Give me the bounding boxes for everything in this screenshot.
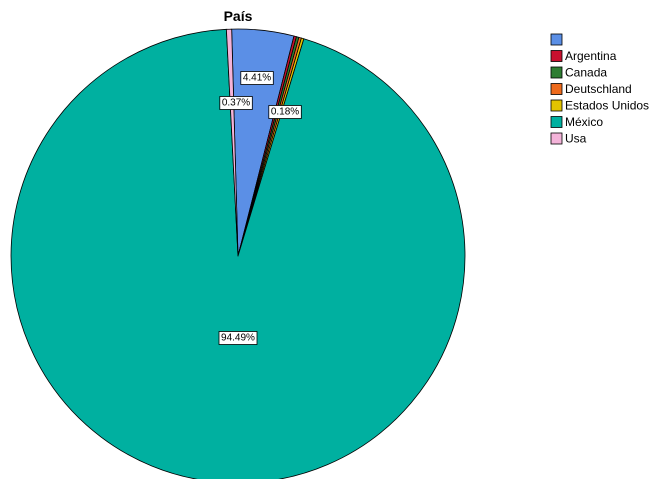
data-label-box: [268, 105, 302, 119]
legend-swatch: [550, 99, 563, 112]
legend-swatch: [550, 116, 563, 128]
legend-swatch: [550, 33, 563, 46]
legend-entry: México: [550, 115, 603, 129]
pie-slice-usa: [225, 28, 239, 257]
legend-label: México: [565, 115, 603, 129]
legend-swatch: [550, 66, 563, 79]
legend-entry: Estados Unidos: [550, 99, 649, 113]
legend-swatch: [550, 83, 563, 95]
data-label-text: 0.18%: [271, 107, 299, 118]
legend-entry: Canada: [550, 66, 607, 80]
pie-data-labels: 4.41% 0.18% 94.49% 0.37%: [218, 71, 302, 345]
legend: Argentina Canada Deutschland Estados Unidos…: [550, 33, 649, 146]
legend-label: Usa: [565, 132, 587, 146]
data-label: 94.49%: [218, 331, 258, 345]
legend-label: Argentina: [565, 49, 617, 63]
data-label: 4.41%: [240, 71, 274, 85]
data-label-box: [218, 331, 258, 345]
data-label-text: 4.41%: [243, 73, 271, 84]
legend-entry: [550, 33, 563, 46]
legend-label: Deutschland: [565, 82, 632, 96]
data-label: 0.37%: [219, 96, 253, 110]
data-label-box: [219, 96, 253, 110]
data-label-text: 0.37%: [222, 98, 250, 109]
legend-entry: Argentina: [550, 49, 617, 63]
data-label-box: [240, 71, 274, 85]
legend-swatch: [550, 132, 563, 145]
data-label: 0.18%: [268, 105, 302, 119]
legend-entry: Deutschland: [550, 82, 632, 96]
legend-swatch: [550, 50, 563, 62]
legend-label: Estados Unidos: [565, 99, 649, 113]
legend-label: Canada: [565, 66, 607, 80]
chart-title: País: [224, 8, 253, 24]
legend-entry: Usa: [550, 132, 587, 146]
data-label-text: 94.49%: [221, 333, 255, 344]
